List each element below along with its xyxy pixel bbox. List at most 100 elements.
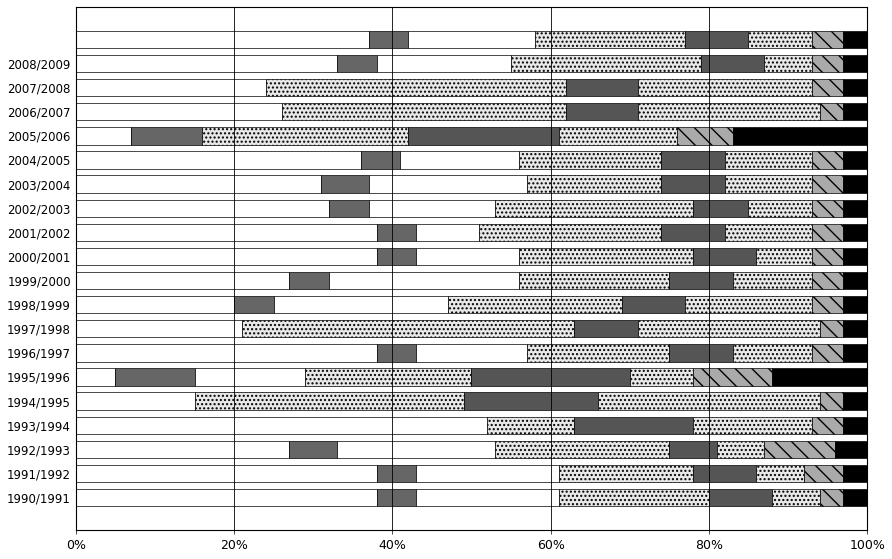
Bar	[76, 489, 376, 506]
Bar	[732, 344, 812, 362]
Bar	[495, 200, 693, 217]
Bar	[409, 127, 558, 145]
Bar	[487, 416, 574, 434]
Bar	[305, 368, 472, 386]
Bar	[772, 489, 820, 506]
Bar	[701, 55, 764, 72]
Bar	[76, 103, 282, 120]
Bar	[202, 127, 409, 145]
Bar	[558, 489, 709, 506]
Bar	[416, 224, 479, 241]
Bar	[321, 176, 368, 193]
Bar	[732, 272, 812, 289]
Bar	[76, 440, 290, 458]
Bar	[812, 79, 843, 96]
Bar	[511, 55, 701, 72]
Bar	[748, 31, 812, 48]
Bar	[732, 127, 867, 145]
Bar	[76, 368, 115, 386]
Bar	[479, 224, 661, 241]
Bar	[574, 320, 638, 338]
Bar	[638, 320, 820, 338]
Bar	[812, 176, 843, 193]
Bar	[76, 392, 194, 410]
Bar	[290, 440, 337, 458]
Bar	[843, 55, 867, 72]
Bar	[76, 248, 376, 265]
Bar	[638, 79, 812, 96]
Bar	[76, 31, 368, 48]
Bar	[812, 200, 843, 217]
Bar	[527, 344, 669, 362]
Bar	[274, 296, 448, 314]
Bar	[812, 55, 843, 72]
Bar	[661, 224, 724, 241]
Bar	[290, 272, 329, 289]
Bar	[661, 176, 724, 193]
Bar	[76, 151, 360, 169]
Bar	[242, 320, 574, 338]
Bar	[368, 31, 409, 48]
Bar	[812, 224, 843, 241]
Bar	[76, 224, 376, 241]
Bar	[76, 344, 376, 362]
Bar	[194, 368, 305, 386]
Bar	[820, 489, 843, 506]
Bar	[376, 489, 416, 506]
Bar	[843, 200, 867, 217]
Bar	[368, 200, 495, 217]
Bar	[843, 416, 867, 434]
Bar	[693, 200, 748, 217]
Bar	[76, 320, 242, 338]
Bar	[724, 151, 812, 169]
Bar	[685, 31, 748, 48]
Bar	[724, 176, 812, 193]
Bar	[677, 127, 732, 145]
Bar	[472, 368, 630, 386]
Bar	[812, 296, 843, 314]
Bar	[76, 55, 337, 72]
Bar	[76, 200, 329, 217]
Bar	[669, 272, 732, 289]
Bar	[519, 272, 669, 289]
Bar	[194, 392, 464, 410]
Bar	[401, 151, 519, 169]
Bar	[376, 465, 416, 482]
Bar	[764, 55, 812, 72]
Bar	[519, 151, 661, 169]
Bar	[329, 272, 519, 289]
Bar	[282, 103, 566, 120]
Bar	[669, 344, 732, 362]
Bar	[843, 272, 867, 289]
Bar	[376, 224, 416, 241]
Bar	[843, 392, 867, 410]
Bar	[661, 151, 724, 169]
Bar	[756, 248, 812, 265]
Bar	[843, 320, 867, 338]
Bar	[820, 392, 843, 410]
Bar	[843, 465, 867, 482]
Bar	[630, 368, 693, 386]
Bar	[376, 248, 416, 265]
Bar	[843, 151, 867, 169]
Bar	[693, 465, 756, 482]
Bar	[693, 368, 772, 386]
Bar	[836, 440, 867, 458]
Bar	[812, 344, 843, 362]
Bar	[416, 344, 527, 362]
Bar	[820, 320, 843, 338]
Bar	[558, 465, 693, 482]
Bar	[756, 465, 804, 482]
Bar	[360, 151, 401, 169]
Bar	[764, 440, 836, 458]
Bar	[843, 176, 867, 193]
Bar	[566, 103, 638, 120]
Bar	[115, 368, 194, 386]
Bar	[804, 465, 843, 482]
Bar	[76, 176, 321, 193]
Bar	[495, 440, 669, 458]
Bar	[622, 296, 685, 314]
Bar	[76, 465, 376, 482]
Bar	[266, 79, 566, 96]
Bar	[337, 440, 495, 458]
